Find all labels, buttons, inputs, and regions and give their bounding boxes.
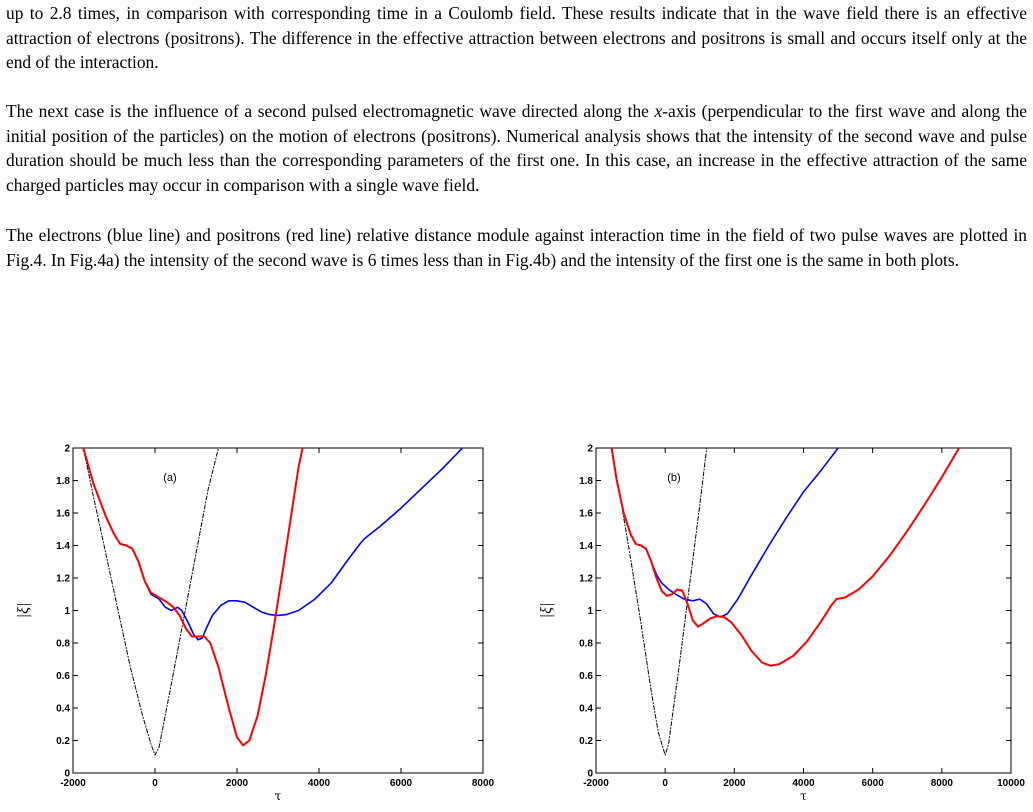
chart-b-ytick-label: 1.4 [579,541,593,552]
chart-b-ytick-label: 0.2 [579,736,593,747]
chart-a-ytick-label: 0.4 [56,704,70,715]
chart-b-xtick-label: 10000 [997,778,1025,789]
chart-b-ytick-label: 1.8 [579,476,593,487]
chart-b-ytick-label: 0.6 [579,671,593,682]
chart-a-ytick-label: 0.8 [56,639,70,650]
chart-a-ytick-label: 0 [64,769,70,780]
chart-a-xtick-label: 6000 [390,778,413,789]
chart-a-ytick-label: 1.6 [56,509,70,520]
chart-a-xtick-label: 4000 [308,778,331,789]
chart-b-ytick-label: 2 [587,444,593,455]
chart-a-electrons-line [82,448,464,641]
paragraph-figure-description: The electrons (blue line) and positrons … [6,225,1027,270]
chart-a-xtick-label: 2000 [226,778,249,789]
chart-b-xtick-label: 6000 [862,778,885,789]
chart-a-ytick-label: 1 [64,606,70,617]
chart-a-xtick-label: 0 [152,778,158,789]
chart-b-ytick-label: 0 [587,769,593,780]
chart-a-xtick-label: -2000 [60,778,86,789]
chart-a-reference-line [82,448,219,756]
chart-a-ylabel: |ξ| [15,603,32,619]
chart-a-axes-frame [72,447,484,774]
chart-a-positrons-line [82,448,304,747]
chart-a-ytick-label: 0.6 [56,671,70,682]
paragraph-second-wave: The next case is the influence of a seco… [6,99,1027,197]
chart-b-reference-line [611,448,708,756]
chart-a-panel-label: (a) [163,472,176,484]
chart-b-ytick-label: 1.2 [579,574,593,585]
chart-a-ytick-label: 1.4 [56,541,70,552]
paragraph-intro: up to 2.8 times, in comparison with corr… [6,3,1027,73]
chart-b-ytick-label: 0.8 [579,639,593,650]
chart-b-xtick-label: -2000 [583,778,609,789]
chart-b-ytick-label: 1 [587,606,593,617]
x-axis-variable: x [654,101,663,121]
figure-4a-chart: -2000 0 2000 4000 6000 800000.20.40.60.811.21… [15,444,495,804]
paragraph-second-wave-part-a: The next case is the influence of a seco… [6,101,655,121]
chart-b-xtick-label: 4000 [792,778,815,789]
figure-4b-chart: -2000 0 2000 4000 6000 8000 1000000.20.40.60.8… [538,444,1025,804]
chart-b-ytick-label: 1.6 [579,509,593,520]
chart-b-axes-frame [595,447,1012,774]
chart-b-xlabel: τ [800,789,807,803]
chart-b-ylabel: |ξ| [538,603,555,619]
chart-a-ytick-label: 1.8 [56,476,70,487]
chart-b-xtick-label: 0 [662,778,668,789]
chart-a-ytick-label: 1.2 [56,574,70,585]
chart-a-ytick-label: 2 [64,444,70,455]
chart-a-ytick-label: 0.2 [56,736,70,747]
chart-b-panel-label: (b) [667,472,680,484]
chart-a-xtick-label: 8000 [472,778,495,789]
chart-a-xlabel: τ [275,789,282,803]
chart-b-positrons-line [610,448,961,667]
chart-b-electrons-line [610,448,839,618]
chart-b-xtick-label: 2000 [723,778,746,789]
chart-b-xtick-label: 8000 [931,778,954,789]
chart-b-ytick-label: 0.4 [579,704,593,715]
paragraph-second-wave-part-b: -axis (perpendicular to the first wave a… [6,101,1027,195]
